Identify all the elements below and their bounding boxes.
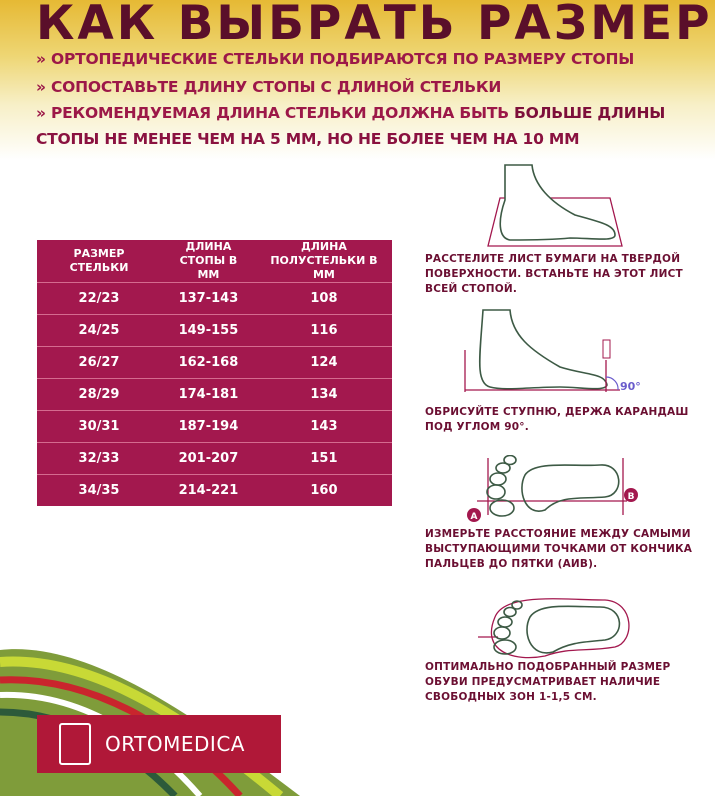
col-header: ДЛИНА ПОЛУСТЕЛЬКИ В ММ — [270, 240, 378, 281]
table-row: 24/25 149-155 116 — [37, 314, 392, 347]
table-cell: 32/33 — [37, 442, 161, 475]
step-3-text: ИЗМЕРЬТЕ РАССТОЯНИЕ МЕЖДУ САМЫМИ ВЫСТУПА… — [425, 528, 693, 570]
table-cell: 108 — [255, 282, 392, 315]
point-a-label: A — [471, 512, 478, 522]
table-cell: 124 — [255, 346, 392, 379]
table-cell: 137-143 — [161, 282, 256, 315]
table-row: 32/33 201-207 151 — [37, 442, 392, 475]
table-cell: 28/29 — [37, 378, 161, 411]
brand-name: ORTOMEDICA — [105, 732, 245, 756]
table-row: 22/23 137-143 108 — [37, 282, 392, 315]
table-cell: 160 — [255, 474, 392, 506]
point-b-marker — [624, 488, 638, 502]
brand-logo: ORTOMEDICA — [37, 715, 281, 773]
table-cell: 214-221 — [161, 474, 256, 506]
table-cell: 143 — [255, 410, 392, 443]
info-line-4: СТОПЫ НЕ МЕНЕЕ ЧЕМ НА 5 ММ, НО НЕ БОЛЕЕ … — [36, 130, 580, 148]
table-cell: 151 — [255, 442, 392, 475]
table-cell: 30/31 — [37, 410, 161, 443]
table-cell: 201-207 — [161, 442, 256, 475]
page-title: КАК ВЫБРАТЬ РАЗМЕР? — [36, 0, 715, 51]
header-background — [0, 0, 715, 160]
foot-measure-illustration: A B — [467, 455, 638, 522]
table-cell: 34/35 — [37, 474, 161, 506]
table-cell: 22/23 — [37, 282, 161, 315]
step-1-text: РАССТЕЛИТЕ ЛИСТ БУМАГИ НА ТВЕРДОЙ ПОВЕРХ… — [425, 253, 683, 295]
table-cell: 174-181 — [161, 378, 256, 411]
shoe-fit-illustration — [478, 598, 630, 659]
tree-icon — [59, 723, 91, 765]
info-emphasis: БОЛЬШЕ ДЛИНЫ — [514, 104, 666, 122]
col-header: РАЗМЕР СТЕЛЬКИ — [69, 247, 129, 274]
step-4-text: ОПТИМАЛЬНО ПОДОБРАННЫЙ РАЗМЕР ОБУВИ ПРЕД… — [425, 661, 671, 703]
info-line-3-text: » РЕКОМЕНДУЕМАЯ ДЛИНА СТЕЛЬКИ ДОЛЖНА БЫТ… — [36, 104, 515, 122]
info-line-1: » ОРТОПЕДИЧЕСКИЕ СТЕЛЬКИ ПОДБИРАЮТСЯ ПО … — [36, 50, 635, 68]
table-cell: 187-194 — [161, 410, 256, 443]
angle-label: 90° — [620, 380, 641, 393]
table-cell: 162-168 — [161, 346, 256, 379]
table-cell: 116 — [255, 314, 392, 347]
table-cell: 134 — [255, 378, 392, 411]
info-line-2: » СОПОСТАВЬТЕ ДЛИНУ СТОПЫ С ДЛИНОЙ СТЕЛЬ… — [36, 78, 502, 96]
table-cell: 24/25 — [37, 314, 161, 347]
table-row: 26/27 162-168 124 — [37, 346, 392, 379]
size-table: РАЗМЕР СТЕЛЬКИ ДЛИНА СТОПЫ В ММ ДЛИНА ПО… — [37, 240, 392, 506]
point-b-label: B — [628, 492, 635, 502]
table-row: 28/29 174-181 134 — [37, 378, 392, 411]
table-row: 30/31 187-194 143 — [37, 410, 392, 443]
col-header: ДЛИНА СТОПЫ В ММ — [179, 240, 238, 281]
table-cell: 149-155 — [161, 314, 256, 347]
table-cell: 26/27 — [37, 346, 161, 379]
foot-on-paper-illustration — [487, 164, 623, 247]
point-a-marker — [467, 508, 481, 522]
info-line-3: » РЕКОМЕНДУЕМАЯ ДЛИНА СТЕЛЬКИ ДОЛЖНА БЫТ… — [36, 104, 665, 122]
step-2-text: ОБРИСУЙТЕ СТУПНЮ, ДЕРЖА КАРАНДАШ ПОД УГЛ… — [425, 406, 689, 433]
foot-tracing-illustration: 90° — [464, 309, 641, 393]
table-row: 34/35 214-221 160 — [37, 474, 392, 506]
